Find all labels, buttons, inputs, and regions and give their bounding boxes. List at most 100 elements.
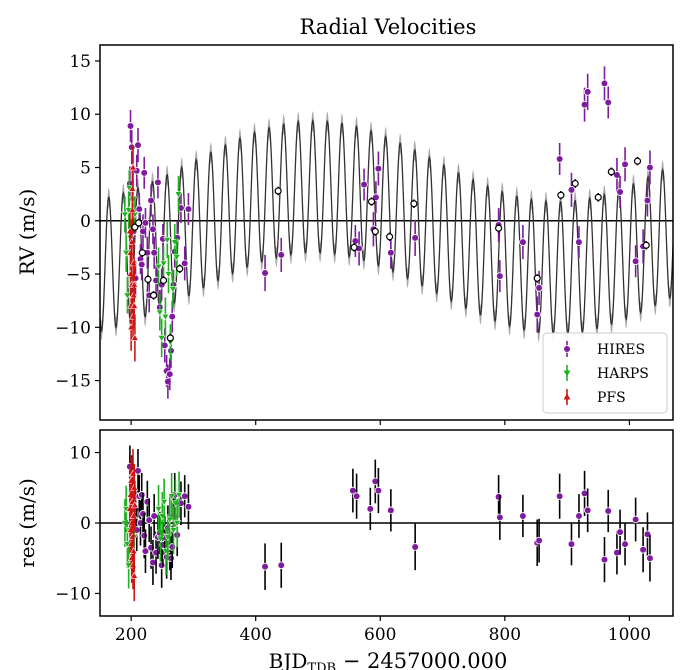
top-point bbox=[163, 237, 172, 245]
top-frame bbox=[99, 44, 674, 421]
top-point bbox=[141, 219, 150, 227]
top-point bbox=[519, 238, 527, 246]
top-ytick-label: 0 bbox=[80, 212, 91, 232]
top-point bbox=[386, 233, 394, 241]
bottom-point bbox=[175, 492, 184, 499]
bottom-point bbox=[519, 512, 527, 520]
bottom-point bbox=[150, 512, 158, 520]
bottom-ytick-label: 10 bbox=[69, 444, 91, 464]
top-point bbox=[643, 196, 652, 205]
bottom-point bbox=[621, 540, 629, 548]
top-point bbox=[621, 160, 629, 169]
bottom-ytick-label: 0 bbox=[80, 514, 91, 534]
bottom-point bbox=[583, 506, 592, 515]
top-point bbox=[387, 248, 395, 257]
top-plot-area bbox=[100, 66, 673, 399]
top-point bbox=[411, 234, 419, 242]
top-point bbox=[616, 188, 624, 196]
bottom-point bbox=[496, 513, 504, 522]
top-point bbox=[138, 249, 146, 257]
bottom-point bbox=[145, 516, 154, 524]
bottom-point bbox=[130, 501, 139, 509]
top-point bbox=[557, 191, 565, 199]
x-axis-title: BJDTDB − 2457000.000 bbox=[269, 649, 508, 670]
top-point bbox=[567, 186, 576, 194]
bottom-point bbox=[639, 545, 647, 554]
top-point bbox=[159, 260, 168, 268]
top-point bbox=[535, 284, 543, 292]
bottom-series-pfs bbox=[125, 449, 139, 602]
residuals-panel: 10 0 −10 200 400 600 800 1000 bbox=[55, 429, 674, 645]
top-point bbox=[154, 263, 163, 271]
top-point bbox=[410, 200, 418, 208]
top-point bbox=[533, 310, 542, 319]
top-point bbox=[607, 168, 615, 176]
top-point bbox=[613, 171, 621, 179]
top-point bbox=[374, 164, 383, 173]
top-point bbox=[126, 122, 135, 130]
top-point bbox=[166, 334, 174, 342]
chart-title: Radial Velocities bbox=[300, 15, 477, 39]
bottom-point bbox=[366, 505, 375, 513]
bottom-point bbox=[646, 554, 654, 563]
bottom-point bbox=[616, 528, 624, 536]
top-point bbox=[371, 227, 379, 236]
top-y-axis-title: RV (m/s) bbox=[15, 189, 39, 276]
bottom-ytick-label: −10 bbox=[55, 584, 91, 604]
bottom-point bbox=[604, 507, 613, 515]
top-point bbox=[135, 205, 144, 213]
top-point bbox=[533, 274, 541, 282]
bottom-point bbox=[167, 493, 176, 501]
top-point bbox=[161, 313, 170, 321]
bottom-point bbox=[411, 543, 419, 551]
top-point bbox=[168, 312, 177, 321]
bottom-point bbox=[575, 512, 583, 520]
top-point bbox=[583, 88, 592, 96]
top-point bbox=[575, 238, 583, 246]
top-point bbox=[123, 292, 132, 300]
bottom-point bbox=[157, 561, 166, 570]
bottom-point bbox=[352, 492, 361, 501]
top-point bbox=[172, 254, 181, 262]
top-point bbox=[155, 309, 164, 317]
legend: HIRES HARPS PFS bbox=[542, 332, 668, 414]
top-point bbox=[149, 225, 157, 234]
bottom-point bbox=[631, 515, 640, 524]
bottom-point bbox=[154, 506, 163, 514]
top-point bbox=[174, 191, 183, 199]
top-point bbox=[633, 157, 642, 165]
top-point bbox=[165, 370, 174, 378]
top-point bbox=[261, 269, 269, 277]
x-axis-title-sub: TDB bbox=[307, 661, 336, 670]
bottom-point bbox=[141, 547, 150, 555]
x-axis-title-tail: − 2457000.000 bbox=[336, 649, 507, 670]
top-point bbox=[600, 79, 609, 88]
bottom-point bbox=[600, 555, 609, 564]
top-point bbox=[168, 286, 177, 294]
bottom-plot-area bbox=[100, 445, 673, 602]
top-point bbox=[184, 205, 193, 213]
legend-marker-pfs bbox=[563, 393, 571, 400]
top-point bbox=[594, 193, 602, 201]
bottom-point bbox=[180, 492, 189, 501]
bottom-xtick-label: 200 bbox=[115, 625, 147, 645]
top-point bbox=[150, 248, 158, 257]
top-point bbox=[130, 333, 139, 341]
top-point bbox=[164, 271, 173, 279]
top-point bbox=[350, 243, 358, 252]
bottom-point bbox=[535, 536, 543, 545]
top-point bbox=[604, 98, 613, 107]
bottom-point bbox=[387, 506, 395, 515]
top-point bbox=[154, 178, 162, 187]
bottom-xtick-label: 400 bbox=[239, 625, 271, 645]
legend-label-pfs: PFS bbox=[597, 390, 626, 406]
bottom-point bbox=[494, 493, 503, 501]
top-point bbox=[137, 260, 146, 269]
top-point bbox=[144, 275, 152, 283]
top-point bbox=[135, 219, 143, 227]
bottom-point bbox=[137, 491, 146, 499]
bottom-point bbox=[555, 492, 564, 501]
top-point bbox=[555, 155, 564, 163]
top-series-open-points bbox=[131, 156, 650, 343]
top-ytick-label: 10 bbox=[69, 105, 91, 125]
